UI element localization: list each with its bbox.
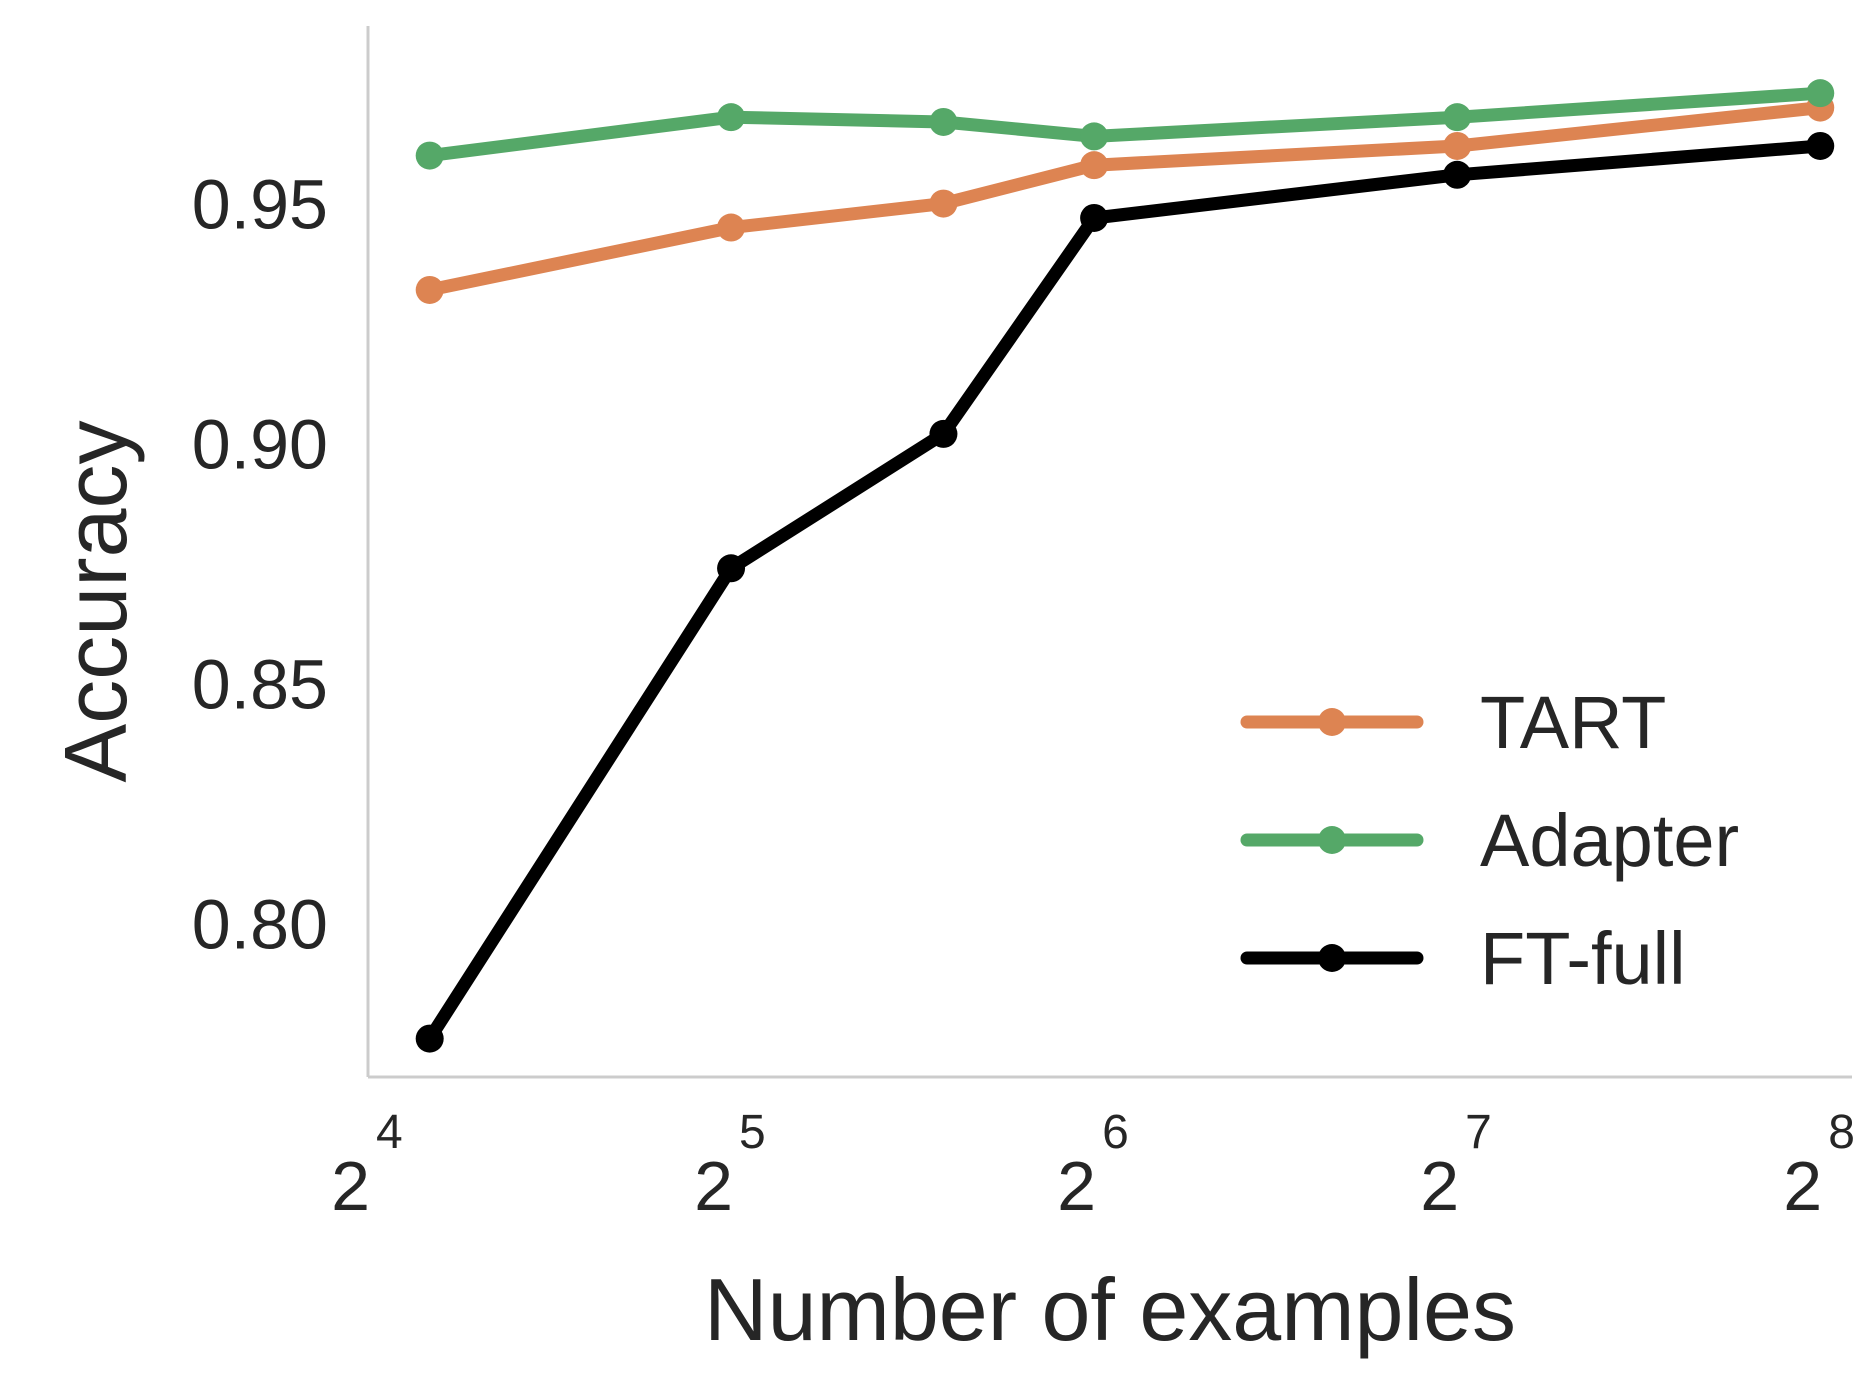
x-tick-base: 2 (1783, 1147, 1822, 1225)
data-point (929, 189, 958, 218)
data-point (717, 213, 746, 242)
x-tick-exponent: 7 (1465, 1106, 1492, 1159)
series-line (423, 139, 1827, 1046)
y-tick-label: 0.90 (192, 406, 328, 484)
x-tick-exponent: 4 (376, 1106, 403, 1159)
x-tick-exponent: 8 (1828, 1106, 1855, 1159)
series-ft-full (415, 131, 1835, 1053)
legend-swatch-marker (1318, 826, 1346, 854)
legend-label: TART (1480, 681, 1666, 764)
series-line (423, 86, 1827, 163)
x-tick-label: 24 (331, 1106, 403, 1225)
legend-label: FT-full (1480, 917, 1686, 1000)
data-point (1443, 160, 1472, 189)
data-point (1806, 79, 1835, 108)
data-point (1443, 103, 1472, 132)
series-adapter (415, 79, 1835, 170)
series-layer (415, 79, 1835, 1053)
legend: TART Adapter FT-full (1240, 681, 1739, 1000)
legend-entry: TART (1240, 681, 1666, 764)
data-point (415, 141, 444, 170)
legend-entry: Adapter (1240, 799, 1739, 882)
y-tick-label: 0.80 (192, 885, 328, 963)
x-tick-label: 26 (1057, 1106, 1129, 1225)
x-tick-base: 2 (1420, 1147, 1459, 1225)
x-tick-label: 27 (1420, 1106, 1492, 1225)
x-tick-base: 2 (694, 1147, 733, 1225)
data-point (415, 1024, 444, 1053)
axes (366, 26, 1852, 1079)
data-point (415, 275, 444, 304)
data-point (929, 419, 958, 448)
data-point (717, 103, 746, 132)
y-tick-labels: 0.80 0.85 0.90 0.95 (192, 166, 328, 964)
data-point (1443, 131, 1472, 160)
x-tick-exponent: 5 (739, 1106, 766, 1159)
y-axis-label: Accuracy (46, 421, 145, 783)
data-point (1080, 151, 1109, 180)
series-tart (415, 93, 1835, 304)
x-tick-base: 2 (331, 1147, 370, 1225)
data-point (1806, 131, 1835, 160)
y-tick-label: 0.85 (192, 645, 328, 723)
x-tick-exponent: 6 (1102, 1106, 1129, 1159)
x-tick-label: 25 (694, 1106, 766, 1225)
legend-swatch-marker (1318, 708, 1346, 736)
series-line (423, 101, 1827, 297)
data-point (929, 107, 958, 136)
y-tick-label: 0.95 (192, 166, 328, 244)
data-point (1080, 203, 1109, 232)
data-point (1080, 122, 1109, 151)
x-tick-label: 28 (1783, 1106, 1855, 1225)
legend-entry: FT-full (1240, 917, 1686, 1000)
x-axis-label: Number of examples (704, 1260, 1516, 1359)
x-tick-base: 2 (1057, 1147, 1096, 1225)
legend-swatch-marker (1318, 944, 1346, 972)
legend-label: Adapter (1480, 799, 1739, 882)
data-point (717, 554, 746, 583)
